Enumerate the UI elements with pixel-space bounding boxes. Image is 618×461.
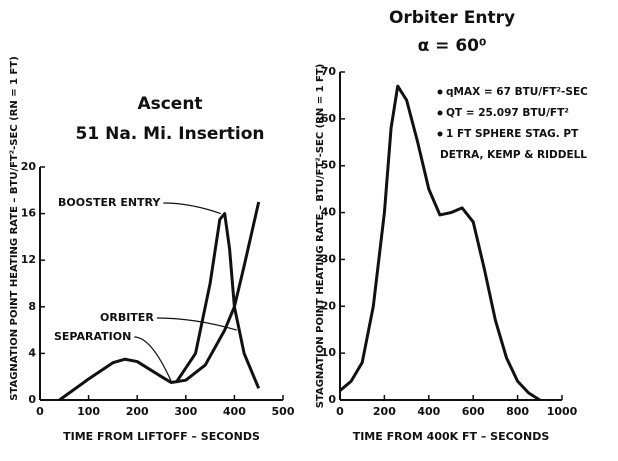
annotation: qMAX = 67 BTU/FT²-SEC	[446, 86, 588, 98]
y-tick-label: 12	[21, 253, 36, 266]
y-tick-label: 70	[321, 65, 337, 78]
y-tick-label: 0	[28, 393, 36, 406]
y-tick-label: 4	[28, 346, 36, 359]
y-tick-label: 16	[21, 207, 37, 220]
chart-title: Orbiter Entry	[389, 8, 515, 28]
y-tick-label: 10	[321, 346, 337, 359]
y-tick-label: 20	[321, 299, 337, 312]
annotation: DETRA, KEMP & RIDDELL	[440, 149, 587, 161]
x-tick-label: 600	[462, 405, 485, 418]
leader-line	[134, 336, 172, 382]
x-tick-label: 200	[373, 405, 396, 418]
leader-line	[156, 317, 237, 331]
x-tick-label: 200	[126, 405, 149, 418]
data-line	[174, 212, 261, 389]
annotation: 1 FT SPHERE STAG. PT	[446, 128, 579, 140]
y-tick-label: 60	[321, 112, 337, 125]
y-axis-label: STAGNATION POINT HEATING RATE – BTU/FT²-…	[315, 64, 326, 409]
y-axis-label: STAGNATION POINT HEATING RATE – BTU/FT²-…	[9, 56, 20, 401]
chart-subtitle: α = 60⁰	[418, 36, 487, 56]
x-tick-label: 800	[506, 405, 529, 418]
chart-subtitle: 51 Na. Mi. Insertion	[76, 124, 265, 144]
bullet	[437, 131, 443, 137]
annotation: ORBITER	[100, 311, 154, 324]
y-tick-label: 0	[328, 393, 336, 406]
annotation: BOOSTER ENTRY	[58, 196, 161, 209]
bullet	[437, 110, 443, 116]
annotation: QT = 25.097 BTU/FT²	[446, 107, 569, 119]
x-tick-label: 0	[36, 405, 44, 418]
x-axis-label: TIME FROM 400K FT – SECONDS	[353, 430, 550, 443]
x-tick-label: 500	[272, 405, 295, 418]
annotation: SEPARATION	[54, 330, 131, 343]
y-tick-label: 40	[321, 206, 337, 219]
x-tick-label: 0	[336, 405, 344, 418]
chart-title: Ascent	[137, 94, 202, 114]
x-axis-label: TIME FROM LIFTOFF – SECONDS	[63, 430, 260, 443]
x-tick-label: 400	[417, 405, 440, 418]
y-tick-label: 30	[321, 252, 337, 265]
y-tick-label: 8	[28, 300, 36, 313]
x-tick-label: 300	[174, 405, 197, 418]
x-tick-label: 1000	[547, 405, 578, 418]
y-tick-label: 20	[21, 160, 37, 173]
x-tick-label: 400	[223, 405, 246, 418]
bullet	[437, 89, 443, 95]
y-tick-label: 50	[321, 159, 337, 172]
leader-line	[163, 202, 221, 215]
data-line	[339, 84, 541, 402]
x-tick-label: 100	[77, 405, 100, 418]
data-line	[58, 201, 261, 402]
